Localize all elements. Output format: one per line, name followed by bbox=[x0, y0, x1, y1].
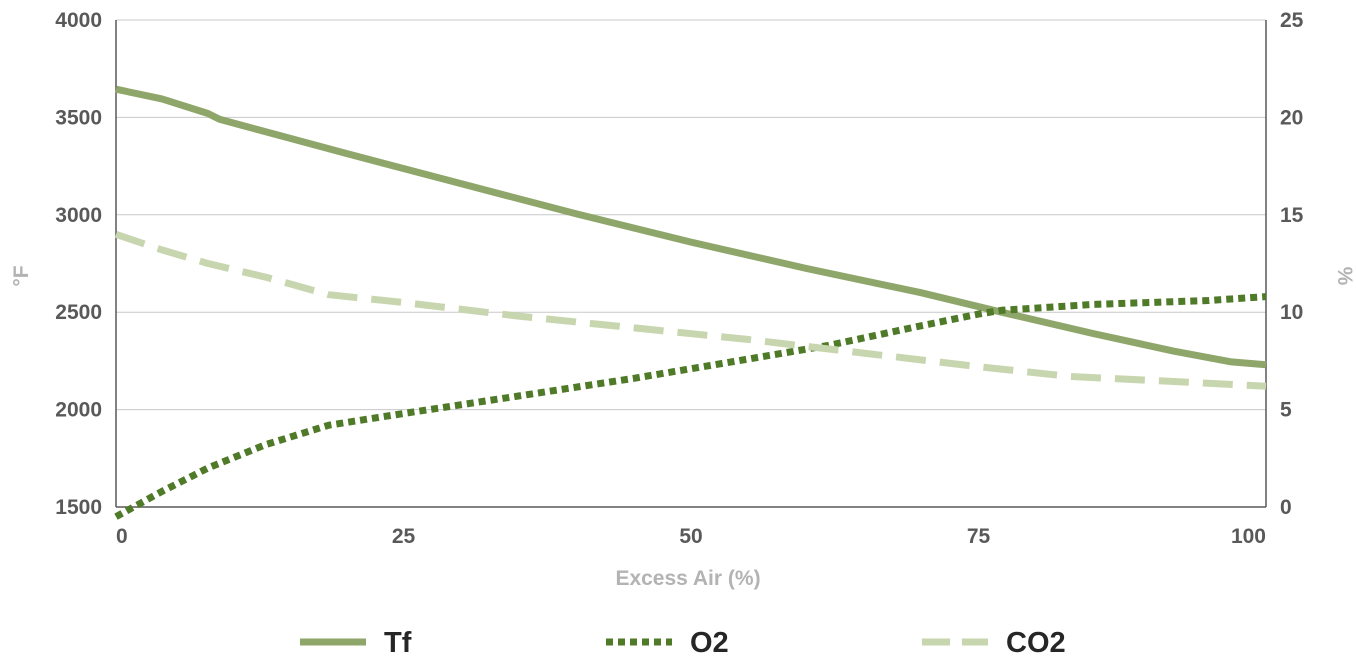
left-tick-label: 3500 bbox=[55, 106, 102, 129]
x-tick-label: 50 bbox=[679, 525, 702, 548]
right-axis: 0 5 10 15 20 25 bbox=[1280, 9, 1304, 519]
left-tick-label: 3000 bbox=[55, 204, 102, 227]
right-tick-label: 20 bbox=[1280, 106, 1303, 129]
x-tick-label: 75 bbox=[967, 525, 991, 548]
right-tick-label: 15 bbox=[1280, 204, 1304, 227]
left-tick-label: 4000 bbox=[55, 9, 102, 32]
legend-label-co2: CO2 bbox=[1006, 627, 1066, 659]
left-tick-label: 1500 bbox=[55, 496, 102, 519]
right-axis-title: % bbox=[1333, 267, 1356, 286]
series-line-o2 bbox=[114, 293, 1267, 520]
gridlines bbox=[115, 19, 1267, 508]
left-axis: 1500 2000 2500 3000 3500 4000 bbox=[55, 9, 102, 519]
left-tick-label: 2000 bbox=[55, 399, 102, 422]
left-tick-label: 2500 bbox=[55, 301, 102, 324]
right-tick-label: 10 bbox=[1280, 301, 1303, 324]
legend-label-o2: O2 bbox=[690, 627, 729, 659]
right-tick-label: 25 bbox=[1280, 9, 1304, 32]
right-tick-label: 5 bbox=[1280, 399, 1292, 422]
legend: Tf O2 CO2 bbox=[300, 627, 1066, 659]
x-axis: 0 25 50 75 100 bbox=[116, 525, 1266, 548]
x-tick-label: 100 bbox=[1231, 525, 1266, 548]
x-axis-title: Excess Air (%) bbox=[615, 567, 760, 590]
legend-label-tf: Tf bbox=[384, 627, 412, 659]
series-line-tf bbox=[115, 85, 1267, 369]
plot-area bbox=[114, 85, 1267, 520]
left-axis-title: °F bbox=[10, 265, 33, 286]
x-tick-label: 0 bbox=[116, 525, 128, 548]
right-tick-label: 0 bbox=[1280, 496, 1292, 519]
x-tick-label: 25 bbox=[392, 525, 416, 548]
series-line-co2 bbox=[114, 230, 1267, 390]
